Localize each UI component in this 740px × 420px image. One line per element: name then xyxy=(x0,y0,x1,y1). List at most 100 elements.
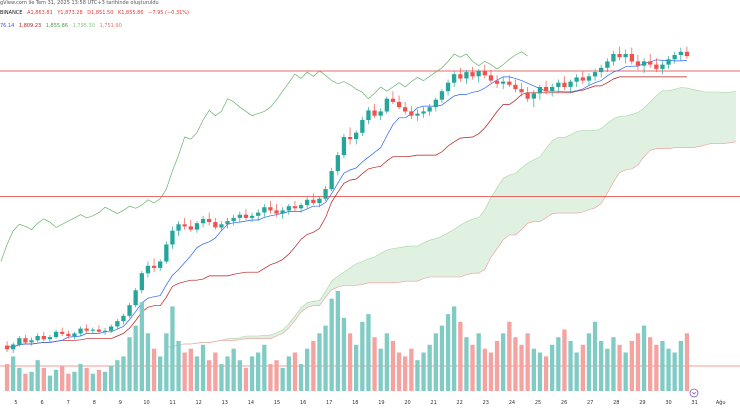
leading-span-b xyxy=(166,141,736,348)
candle xyxy=(256,209,261,222)
candle xyxy=(96,325,102,333)
volume-bar xyxy=(641,325,647,391)
candle xyxy=(623,49,628,64)
candle-body xyxy=(274,210,279,214)
candle-body xyxy=(476,71,481,77)
candle xyxy=(543,80,549,95)
indicator-lines xyxy=(0,51,687,348)
ichimoku-v3: 1,855.86 xyxy=(45,23,69,29)
volume-bar xyxy=(151,348,157,391)
open-value: A1,863.81 xyxy=(27,10,53,16)
x-tick-label: 31 xyxy=(691,400,697,406)
x-tick-label: 19 xyxy=(378,400,384,406)
volume-bar xyxy=(274,360,279,391)
candle-body xyxy=(556,82,561,87)
candle xyxy=(23,334,28,345)
volume-bar xyxy=(133,325,138,391)
candle xyxy=(488,69,494,83)
x-tick-label: 26 xyxy=(561,400,567,406)
volume-bar xyxy=(543,356,549,391)
volume-bar xyxy=(109,366,114,391)
candle xyxy=(458,67,463,82)
volume-bar xyxy=(78,364,83,391)
volume-bar xyxy=(329,298,334,391)
volume-bar xyxy=(96,369,102,391)
x-tick-label: 12 xyxy=(196,400,202,406)
volume-bar xyxy=(501,333,506,391)
volume-bar xyxy=(90,373,95,391)
volume-bar xyxy=(323,325,328,391)
candle xyxy=(494,75,500,89)
candle-body xyxy=(237,214,242,218)
change-value: −7.95 (−0.31%) xyxy=(148,10,190,16)
candle xyxy=(525,86,530,102)
volume-bar xyxy=(121,356,126,391)
x-tick-label: 13 xyxy=(222,400,228,406)
candle-body xyxy=(470,72,475,77)
candle xyxy=(421,107,426,118)
candle xyxy=(231,214,236,226)
volume-bar xyxy=(225,356,230,391)
candle-body xyxy=(66,333,71,336)
candle xyxy=(219,221,224,231)
volume-bar xyxy=(176,341,181,391)
candle-body xyxy=(421,111,426,114)
candle xyxy=(90,327,95,334)
x-tick-label: 23 xyxy=(483,400,489,406)
candle-body xyxy=(537,87,543,94)
candle-body xyxy=(452,74,457,83)
candle-body xyxy=(182,224,187,227)
x-tick-label: 24 xyxy=(509,400,515,406)
candle xyxy=(182,217,187,230)
base-line xyxy=(7,76,687,348)
candle xyxy=(323,185,328,201)
candle-body xyxy=(200,218,206,224)
candle-body xyxy=(635,61,641,66)
candle-body xyxy=(354,132,359,140)
candle-body xyxy=(292,206,298,209)
x-tick-label: 21 xyxy=(430,400,436,406)
candle-body xyxy=(684,51,690,57)
candle-body xyxy=(11,344,16,350)
candle xyxy=(617,46,622,61)
header-source: gView.com ile Tem 31, 2025 13:58 UTC+3 t… xyxy=(0,0,162,6)
candle-body xyxy=(629,54,634,62)
candle-body xyxy=(47,337,53,340)
candle xyxy=(427,103,432,116)
candle-body xyxy=(188,226,193,230)
candle xyxy=(53,329,59,339)
volume-bar xyxy=(243,367,249,391)
candle xyxy=(537,84,543,100)
volume-bar xyxy=(568,341,573,391)
candle-body xyxy=(145,265,151,274)
scroll-down-button[interactable] xyxy=(689,388,699,398)
volume-bar xyxy=(29,371,34,391)
candle xyxy=(445,79,451,96)
candle xyxy=(311,193,316,206)
candle xyxy=(164,241,169,264)
volume-bar xyxy=(366,314,371,391)
candle xyxy=(482,64,487,79)
volume-bar xyxy=(17,367,22,391)
candle-body xyxy=(72,333,77,337)
candle-body xyxy=(286,206,291,211)
candle xyxy=(249,212,255,223)
candle xyxy=(262,204,267,217)
candles xyxy=(4,46,690,354)
volume-bar xyxy=(433,333,438,391)
candle-body xyxy=(139,273,144,291)
volume-bar xyxy=(525,333,530,391)
volume-bar xyxy=(605,348,610,391)
x-tick-label: 7 xyxy=(67,400,70,406)
candle xyxy=(562,76,567,91)
candle xyxy=(151,258,157,273)
candle xyxy=(574,74,579,87)
candle-body xyxy=(60,331,65,334)
candle-body xyxy=(445,82,451,92)
candle xyxy=(384,96,389,114)
volume-bar xyxy=(23,373,28,391)
candle-body xyxy=(329,171,334,190)
volume-bar xyxy=(452,306,457,391)
candle xyxy=(519,82,524,97)
